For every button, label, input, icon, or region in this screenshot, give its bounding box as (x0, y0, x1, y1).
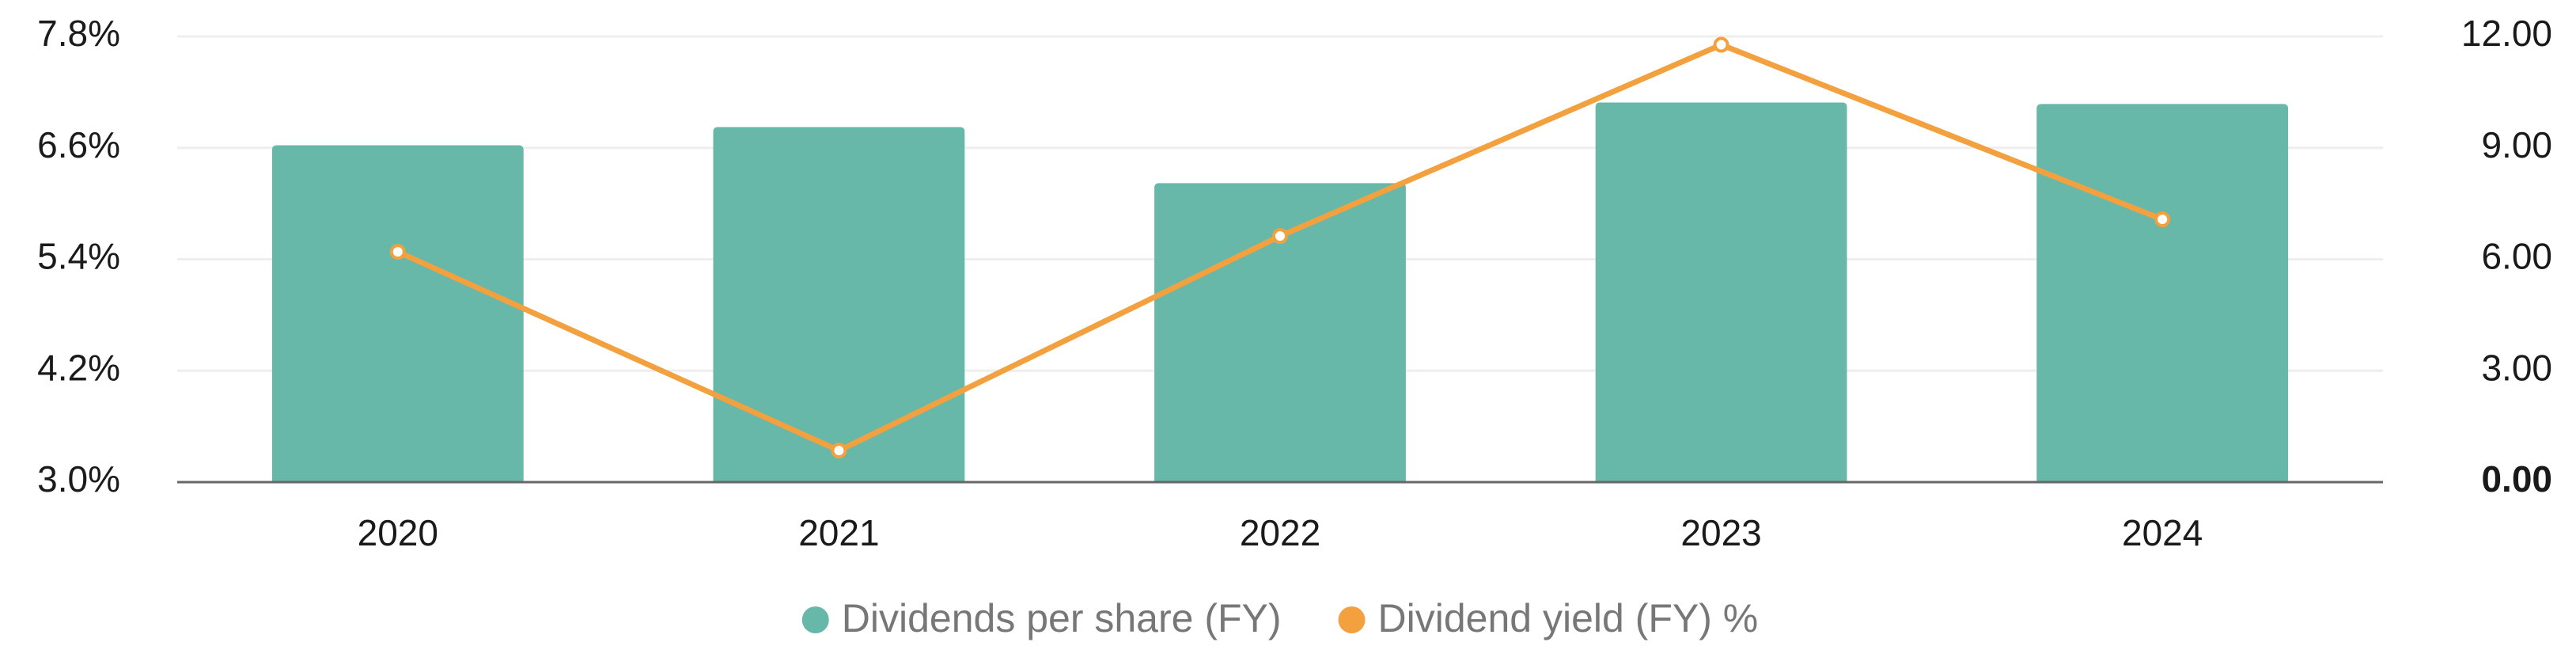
line-marker (1713, 36, 1729, 53)
x-tick-label: 2022 (1240, 512, 1320, 553)
x-tick-label: 2020 (358, 512, 438, 553)
bar (271, 145, 524, 483)
legend-marker (801, 606, 829, 633)
x-tick-label: 2023 (1680, 512, 1761, 553)
legend: Dividends per share (FY) Dividend yield (… (801, 596, 1759, 640)
y-tick-label: 5.4% (37, 236, 120, 277)
line-marker (389, 244, 406, 260)
line-marker (831, 443, 847, 459)
x-tick-label: 2021 (798, 512, 879, 553)
bar (2036, 104, 2289, 482)
bar (713, 127, 965, 482)
y-tick-label: 6.6% (37, 124, 120, 165)
y-tick-label: 7.8% (37, 13, 120, 54)
y2-tick-label: 0.00 (2481, 458, 2552, 500)
y-tick-label: 4.2% (37, 347, 120, 388)
legend-label: Dividend yield (FY) % (1378, 596, 1759, 640)
line-marker (2154, 211, 2171, 228)
line-marker (1272, 228, 1288, 245)
bar (1154, 183, 1406, 482)
y2-tick-label: 6.00 (2481, 236, 2552, 277)
bar (1595, 102, 1847, 483)
y2-tick-label: 12.00 (2461, 13, 2552, 54)
y2-tick-label: 3.00 (2481, 347, 2552, 388)
y-tick-label: 3.0% (37, 458, 120, 500)
x-tick-label: 2024 (2122, 512, 2203, 553)
y2-tick-label: 9.00 (2481, 124, 2552, 165)
legend-marker (1338, 606, 1366, 633)
legend-label: Dividends per share (FY) (842, 596, 1282, 640)
